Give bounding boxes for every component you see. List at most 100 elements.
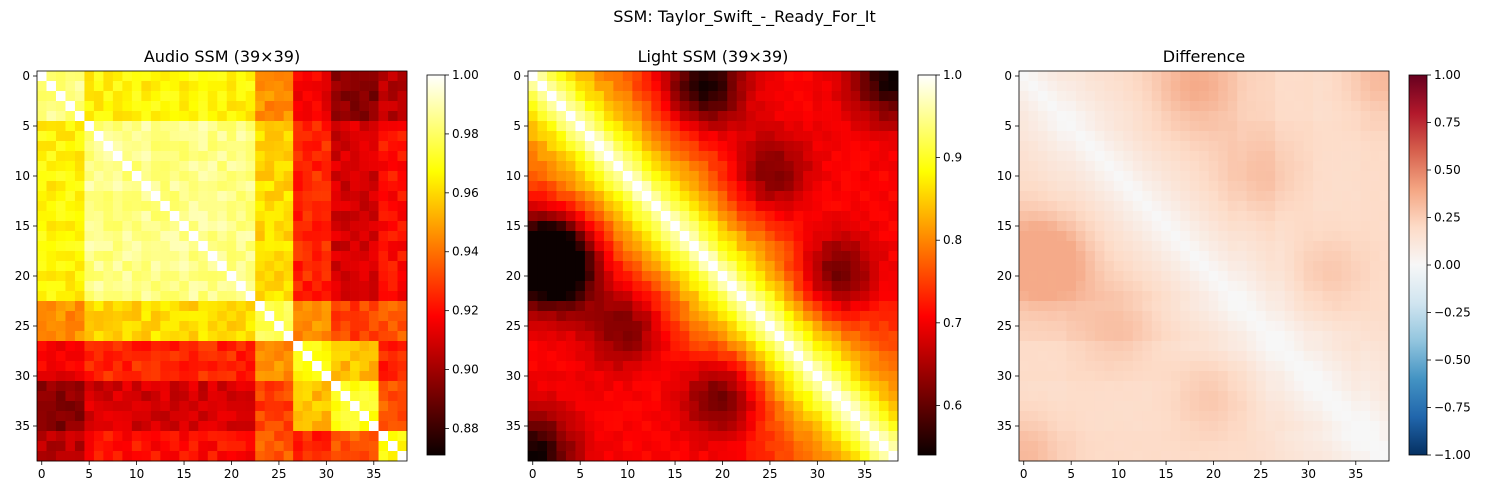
heatmap-cell	[1113, 361, 1124, 372]
heatmap-cell	[1104, 131, 1115, 142]
heatmap-cell	[1265, 201, 1276, 212]
heatmap-cell	[264, 221, 275, 232]
heatmap-cell	[1151, 431, 1162, 442]
heatmap-cell	[274, 401, 285, 412]
heatmap-cell	[112, 151, 123, 162]
heatmap-cell	[831, 281, 842, 292]
heatmap-cell	[822, 451, 832, 462]
heatmap-cell	[1341, 311, 1352, 322]
heatmap-cell	[1218, 451, 1229, 462]
heatmap-cell	[1341, 431, 1352, 442]
heatmap-cell	[302, 371, 313, 382]
heatmap-cell	[613, 111, 624, 122]
heatmap-cell	[350, 71, 360, 82]
heatmap-cell	[1360, 71, 1371, 82]
heatmap-cell	[397, 261, 408, 272]
heatmap-cell	[331, 451, 341, 462]
heatmap-cell	[160, 231, 171, 242]
heatmap-cell	[537, 151, 548, 162]
x-tick-label: 30	[810, 467, 825, 481]
heatmap-cell	[1180, 381, 1191, 392]
heatmap-cell	[1351, 211, 1361, 222]
heatmap-cell	[188, 441, 199, 452]
heatmap-cell	[84, 271, 95, 282]
heatmap-cell	[594, 71, 605, 82]
heatmap-cell	[1094, 221, 1105, 232]
heatmap-cell	[1237, 211, 1248, 222]
heatmap-cell	[1237, 401, 1248, 412]
heatmap-cell	[822, 151, 832, 162]
heatmap-cell	[679, 101, 690, 112]
heatmap-cell	[150, 101, 161, 112]
heatmap-cell	[812, 211, 823, 222]
heatmap-cell	[293, 451, 303, 462]
heatmap-cell	[1142, 261, 1153, 272]
heatmap-cell	[207, 401, 218, 412]
heatmap-cell	[670, 121, 681, 132]
heatmap-cell	[670, 291, 681, 302]
heatmap-cell	[528, 251, 538, 262]
heatmap-cell	[1265, 71, 1276, 82]
heatmap-cell	[131, 431, 142, 442]
heatmap-cell	[803, 341, 813, 352]
heatmap-cell	[388, 441, 398, 452]
heatmap-cell	[1303, 111, 1314, 122]
heatmap-cell	[888, 311, 899, 322]
heatmap-cell	[575, 231, 586, 242]
heatmap-cell	[869, 371, 880, 382]
heatmap-cell	[1180, 121, 1191, 132]
heatmap-cell	[169, 281, 180, 292]
heatmap-cell	[1379, 301, 1390, 312]
heatmap-cell	[198, 401, 209, 412]
heatmap-cell	[803, 331, 813, 342]
heatmap-cell	[1227, 391, 1238, 402]
heatmap-cell	[812, 141, 823, 152]
heatmap-cell	[603, 361, 614, 372]
heatmap-cell	[1351, 341, 1361, 352]
heatmap-cell	[255, 441, 266, 452]
heatmap-cell	[1019, 91, 1029, 102]
heatmap-cell	[46, 351, 57, 362]
heatmap-cell	[74, 131, 85, 142]
heatmap-cell	[264, 231, 275, 242]
heatmap-cell	[1237, 291, 1248, 302]
heatmap-cell	[302, 341, 313, 352]
heatmap-cell	[1094, 311, 1105, 322]
heatmap-cell	[603, 371, 614, 382]
heatmap-cell	[537, 351, 548, 362]
heatmap-cell	[679, 251, 690, 262]
heatmap-cell	[888, 351, 899, 362]
heatmap-cell	[556, 431, 567, 442]
heatmap-cell	[670, 381, 681, 392]
heatmap-cell	[131, 101, 142, 112]
heatmap-cell	[1265, 141, 1276, 152]
heatmap-cell	[717, 291, 728, 302]
heatmap-cell	[1189, 311, 1200, 322]
heatmap-cell	[793, 401, 804, 412]
heatmap-cell	[689, 391, 700, 402]
heatmap-cell	[1246, 211, 1257, 222]
heatmap-cell	[312, 311, 322, 322]
heatmap-cell	[603, 231, 614, 242]
heatmap-cell	[708, 91, 719, 102]
heatmap-cell	[746, 211, 757, 222]
heatmap-cell	[641, 151, 652, 162]
heatmap-cell	[888, 171, 899, 182]
heatmap-cell	[1360, 181, 1371, 192]
heatmap-cell	[1180, 321, 1191, 332]
heatmap-cell	[1208, 81, 1219, 92]
heatmap-cell	[245, 361, 256, 372]
heatmap-cell	[888, 381, 899, 392]
heatmap-cell	[793, 391, 804, 402]
heatmap-cell	[207, 301, 218, 312]
heatmap-cell	[556, 161, 567, 172]
heatmap-cell	[736, 371, 747, 382]
heatmap-cell	[812, 431, 823, 442]
heatmap-cell	[131, 211, 142, 222]
heatmap-cell	[1294, 181, 1304, 192]
heatmap-cell	[822, 381, 832, 392]
heatmap-cell	[1142, 451, 1153, 462]
heatmap-cell	[93, 281, 104, 292]
heatmap-cell	[528, 411, 538, 422]
heatmap-cell	[1037, 161, 1048, 172]
